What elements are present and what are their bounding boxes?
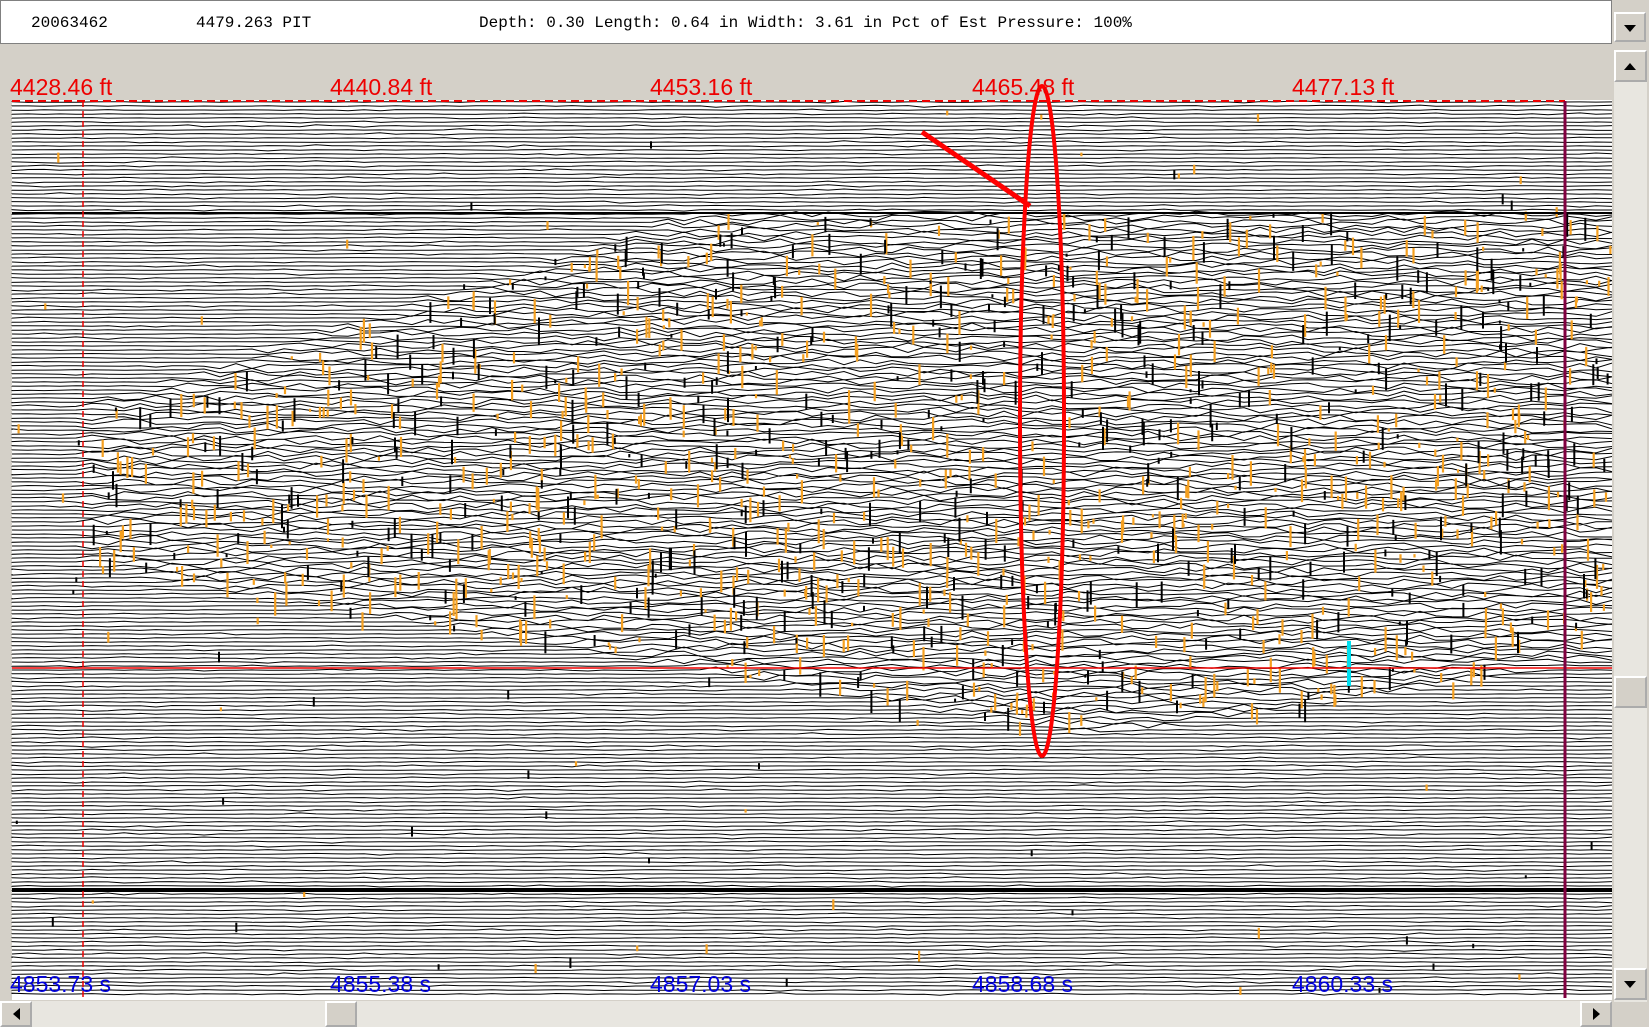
time-label: 4855.38 s: [330, 971, 431, 997]
scroll-up[interactable]: [1614, 50, 1647, 82]
time-label: 4860.33 s: [1292, 971, 1393, 997]
left-arrow: [2, 1003, 30, 1025]
time-label: 4857.03 s: [650, 971, 751, 997]
right-arrow: [1582, 1003, 1610, 1025]
header-details: Depth: 0.30 Length: 0.64 in Width: 3.61 …: [479, 14, 1132, 32]
time-label: 4853.73 s: [10, 971, 111, 997]
horizontal-scrollbar[interactable]: [0, 1001, 1612, 1027]
distance-label: 4453.16 ft: [650, 74, 753, 100]
scroll-thumb[interactable]: [1614, 676, 1647, 708]
scroll-thumb-h[interactable]: [325, 1001, 357, 1027]
scroll-down[interactable]: [1614, 968, 1647, 1000]
scroll-right[interactable]: [1580, 1001, 1612, 1027]
up-arrow: [1616, 52, 1645, 80]
header-bar[interactable]: 20063462 4479.263 PIT Depth: 0.30 Length…: [0, 0, 1612, 44]
header-feature: 4479.263 PIT: [196, 14, 311, 32]
distance-label: 4477.13 ft: [1292, 74, 1395, 100]
distance-label: 4428.46 ft: [10, 74, 113, 100]
scroll-left[interactable]: [0, 1001, 32, 1027]
distance-label: 4440.84 ft: [330, 74, 433, 100]
distance-label: 4465.48 ft: [972, 74, 1075, 100]
dropdown-button[interactable]: [1614, 12, 1646, 42]
time-label: 4858.68 s: [972, 971, 1073, 997]
signal-view[interactable]: 4428.46 ft 4440.84 ft 4453.16 ft 4465.48 ft…: [0, 46, 1612, 1027]
header-id: 20063462: [31, 14, 108, 32]
down-arrow: [1616, 970, 1645, 998]
app-window: 20063462 4479.263 PIT Depth: 0.30 Length…: [0, 0, 1649, 1027]
vertical-scrollbar[interactable]: [1614, 50, 1647, 1002]
dropdown-arrow: [1616, 14, 1644, 40]
